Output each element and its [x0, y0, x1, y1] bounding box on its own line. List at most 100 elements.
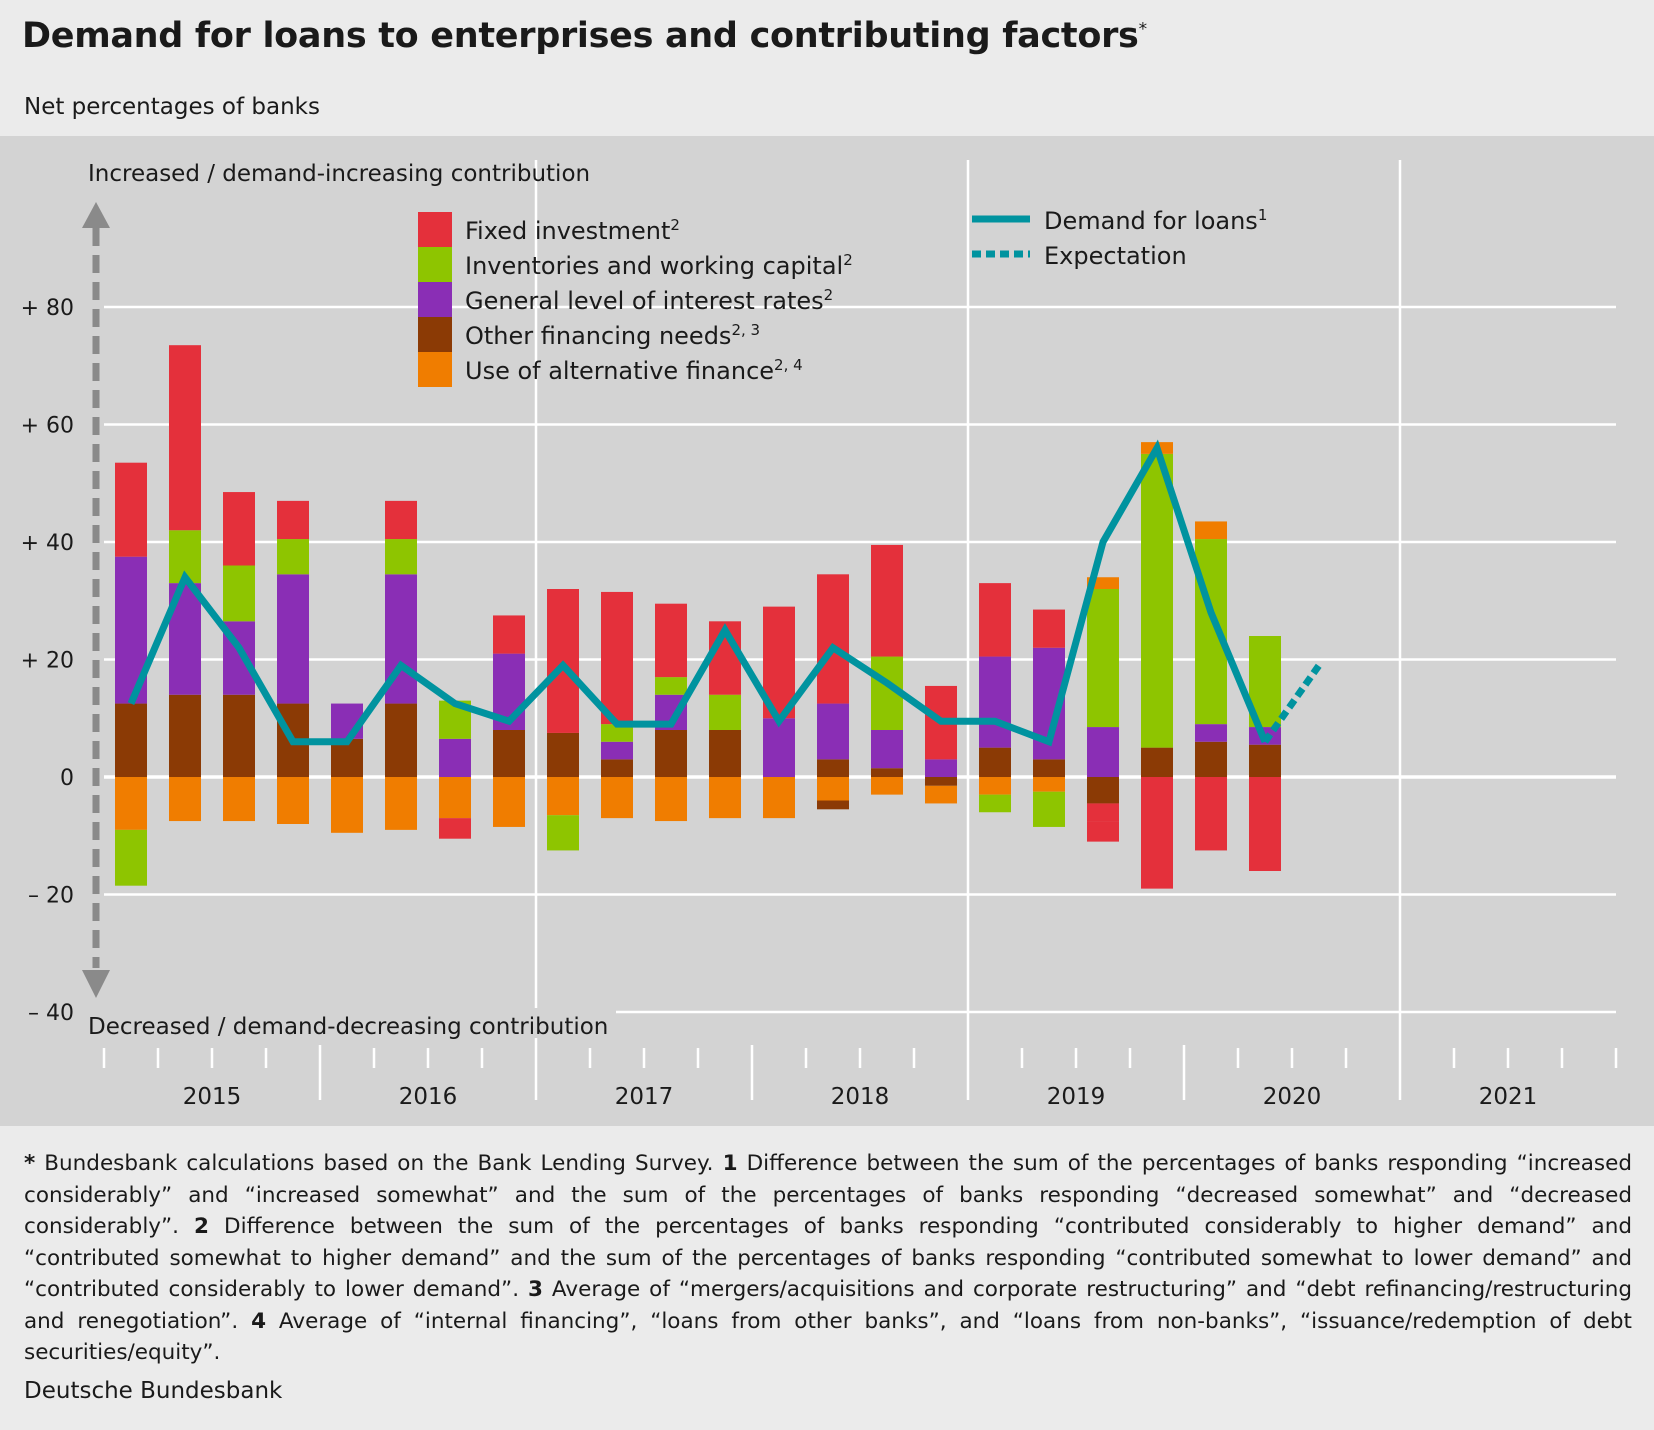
x-year-label: 2018: [831, 1084, 890, 1110]
bar-segment: [655, 603, 687, 678]
bar-segment: [709, 730, 741, 777]
bar-segment: [601, 759, 633, 777]
bar-segment: [709, 777, 741, 819]
bar-segment: [1033, 791, 1065, 827]
bar-segment: [871, 544, 903, 657]
bar-segment: [1087, 589, 1119, 728]
legend-swatch: [418, 317, 452, 352]
bar-segment: [277, 539, 309, 575]
bar-segment: [601, 741, 633, 760]
footnote-text: Difference between the sum of the percen…: [24, 1214, 1632, 1302]
bar-segment: [277, 500, 309, 540]
x-year-label: 2016: [399, 1084, 458, 1110]
footnote-text: Average of “mergers/acquisitions and cor…: [24, 1277, 1632, 1334]
bar-segment: [709, 694, 741, 730]
bar-segment: [655, 777, 687, 822]
bar-segment: [223, 694, 255, 777]
footnote-mark: 1: [722, 1151, 738, 1176]
bar-segment: [439, 818, 471, 839]
x-year-label: 2021: [1479, 1084, 1538, 1110]
legend-label: General level of interest rates2: [465, 286, 833, 315]
bar-segment: [1087, 821, 1119, 842]
footnote-text: Average of “internal financing”, “loans …: [24, 1308, 1632, 1366]
legend-swatch: [418, 352, 452, 387]
legend-label: Use of alternative finance2, 4: [465, 356, 803, 385]
bar-segment: [331, 777, 363, 833]
bar-segment: [601, 777, 633, 819]
bar-segment: [1195, 741, 1227, 777]
bar-segment: [817, 800, 849, 810]
bar-segment: [601, 591, 633, 725]
x-year-label: 2015: [183, 1084, 242, 1110]
legend-label: Expectation: [1044, 242, 1187, 270]
bar-segment: [1087, 727, 1119, 777]
bar-segment: [1195, 521, 1227, 540]
legend-label: Demand for loans1: [1044, 206, 1267, 235]
bar-segment: [979, 656, 1011, 748]
bar-segment: [817, 703, 849, 760]
bar-segment: [547, 815, 579, 851]
bar-segment: [601, 724, 633, 742]
bar-segment: [1033, 777, 1065, 792]
footnote-mark: 2: [194, 1214, 209, 1239]
bar-segment: [1033, 759, 1065, 777]
bar-segment: [817, 777, 849, 801]
footnote-mark: 4: [251, 1308, 267, 1334]
arrow-up-icon: [82, 202, 110, 228]
bar-segment: [115, 829, 147, 886]
bar-segment: [439, 777, 471, 819]
legend-label: Other financing needs2, 3: [465, 321, 760, 350]
axis-bottom-note-bg: [84, 1008, 616, 1038]
bar-segment: [115, 703, 147, 777]
bar-segment: [1033, 609, 1065, 648]
bar-segment: [925, 777, 957, 786]
demand-line: [127, 439, 1269, 747]
bar-segment: [493, 777, 525, 827]
y-tick-label: + 60: [21, 414, 74, 439]
bar-segment: [1141, 747, 1173, 777]
bar-segment: [979, 777, 1011, 795]
arrow-down-icon: [82, 970, 110, 998]
y-tick-label: – 20: [28, 884, 74, 909]
bar-segment: [169, 345, 201, 531]
bar-segment: [925, 759, 957, 777]
bar-segment: [169, 777, 201, 822]
bar-segment: [547, 777, 579, 816]
bar-segment: [385, 500, 417, 540]
footnotes: * Bundesbank calculations based on the B…: [24, 1148, 1632, 1369]
bar-segment: [1249, 777, 1281, 871]
bar-segment: [979, 583, 1011, 657]
bar-segment: [1087, 803, 1119, 822]
bar-segment: [115, 462, 147, 557]
bar-segment: [385, 777, 417, 830]
footnote-text: Bundesbank calculations based on the Ban…: [35, 1151, 723, 1176]
chart-title: Demand for loans to enterprises and cont…: [22, 16, 1147, 56]
x-year-label: 2019: [1047, 1084, 1106, 1110]
bar-segment: [763, 718, 795, 777]
bar-segment: [385, 703, 417, 777]
bar-segment: [1195, 777, 1227, 851]
bar-segment: [439, 738, 471, 777]
bar-segment: [871, 730, 903, 769]
bar-segment: [385, 539, 417, 575]
bar-segment: [871, 777, 903, 795]
bar-segment: [979, 747, 1011, 777]
bar-segment: [277, 574, 309, 704]
legend-label: Fixed investment2: [465, 216, 680, 245]
source-label: Deutsche Bundesbank: [24, 1378, 283, 1404]
bar-segment: [655, 730, 687, 777]
bar-segment: [493, 730, 525, 777]
legend-swatch: [418, 282, 452, 317]
bar-segment: [115, 777, 147, 830]
chart-subtitle: Net percentages of banks: [24, 94, 320, 120]
footnote-mark: *: [24, 1151, 36, 1176]
bar-segment: [1195, 724, 1227, 742]
bar-segment: [925, 785, 957, 804]
bar-segment: [493, 615, 525, 654]
bar-segment: [817, 574, 849, 704]
bar-segment: [1249, 744, 1281, 777]
bar-segment: [547, 732, 579, 777]
chart-svg: + 80 + 60 + 40 + 20 0 – 20 – 40 2015 2016 2017 201…: [21, 160, 1618, 1110]
bar-segment: [169, 694, 201, 777]
bar-segment: [979, 794, 1011, 813]
